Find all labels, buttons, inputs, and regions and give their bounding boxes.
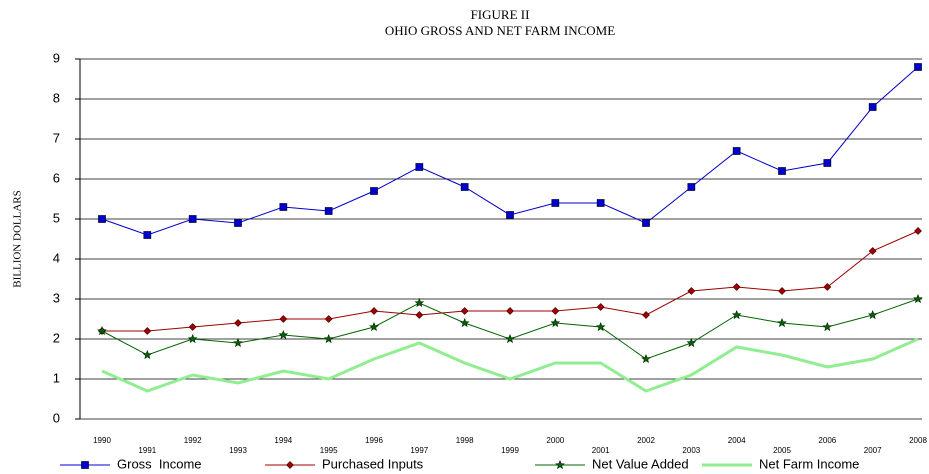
y-axis-label: BILLION DOLLARS <box>12 190 24 287</box>
y-tick-label: 6 <box>53 170 60 185</box>
marker <box>324 207 333 215</box>
y-tick-label: 1 <box>53 370 60 385</box>
legend-label: Net Value Added <box>592 456 689 471</box>
marker <box>596 303 605 311</box>
marker <box>506 211 514 219</box>
marker <box>731 309 742 320</box>
marker <box>415 163 424 171</box>
marker <box>913 294 923 304</box>
marker <box>234 319 242 327</box>
y-tick-label: 3 <box>53 290 60 305</box>
marker <box>778 287 786 295</box>
marker <box>98 215 106 223</box>
chart-title: FIGURE II <box>471 7 530 22</box>
x-tick-label: 2003 <box>682 446 700 455</box>
marker <box>279 203 288 211</box>
x-tick-label: 2006 <box>818 436 836 445</box>
marker <box>278 329 289 340</box>
x-tick-label: 1991 <box>138 446 156 455</box>
marker <box>732 147 741 155</box>
x-tick-label: 1995 <box>320 446 338 455</box>
marker <box>187 333 198 344</box>
marker <box>595 321 606 332</box>
marker <box>868 103 877 111</box>
series-line <box>101 66 919 236</box>
x-tick-label: 2001 <box>592 446 610 455</box>
marker <box>143 231 152 239</box>
legend-marker <box>81 461 89 469</box>
marker <box>778 167 786 175</box>
marker <box>687 287 696 295</box>
x-tick-label: 2007 <box>864 446 882 455</box>
chart-subtitle: OHIO GROSS AND NET FARM INCOME <box>385 23 615 38</box>
y-tick-label: 8 <box>53 90 60 105</box>
marker <box>642 219 650 227</box>
marker <box>459 317 470 328</box>
marker <box>822 321 833 332</box>
x-tick-label: 2002 <box>637 436 655 445</box>
marker <box>914 63 922 71</box>
y-tick-label: 5 <box>53 210 60 225</box>
x-tick-label: 1997 <box>410 446 428 455</box>
marker <box>143 327 152 335</box>
marker <box>505 334 515 344</box>
x-tick-label: 1999 <box>501 446 519 455</box>
marker <box>732 283 741 291</box>
series-line <box>101 337 919 393</box>
x-tick-label: 2004 <box>728 436 746 445</box>
x-tick-label: 2005 <box>773 446 791 455</box>
y-tick-label: 2 <box>53 330 60 345</box>
y-tick-label: 9 <box>53 50 60 65</box>
marker <box>370 307 378 315</box>
x-tick-label: 1998 <box>456 436 474 445</box>
marker <box>550 317 561 328</box>
marker <box>97 326 107 336</box>
x-tick-label: 1996 <box>365 436 383 445</box>
marker <box>823 283 832 291</box>
legend-label: Gross Income <box>117 456 202 471</box>
marker <box>777 318 787 328</box>
marker <box>460 183 469 191</box>
marker <box>324 315 333 323</box>
marker <box>142 349 153 360</box>
marker <box>641 354 651 364</box>
marker <box>551 307 560 315</box>
legend-marker <box>555 460 565 470</box>
marker <box>188 323 197 331</box>
legend-label: Purchased Inputs <box>322 456 424 471</box>
x-tick-label: 1992 <box>184 436 202 445</box>
marker <box>370 187 378 195</box>
x-tick-label: 1994 <box>274 436 292 445</box>
marker <box>233 338 243 348</box>
y-tick-label: 4 <box>53 250 60 265</box>
marker <box>460 307 469 315</box>
marker <box>914 227 922 235</box>
marker <box>867 309 878 320</box>
marker <box>323 333 334 344</box>
marker <box>506 307 514 315</box>
marker <box>415 311 424 319</box>
y-tick-label: 0 <box>53 410 60 425</box>
x-tick-label: 1993 <box>229 446 247 455</box>
marker <box>823 159 832 167</box>
marker <box>188 215 197 223</box>
marker <box>279 315 288 323</box>
marker <box>551 199 560 207</box>
y-tick-label: 7 <box>53 130 60 145</box>
marker <box>868 247 877 255</box>
marker <box>369 322 379 332</box>
marker <box>596 199 605 207</box>
marker <box>686 337 697 348</box>
marker <box>642 311 650 319</box>
marker <box>234 219 242 227</box>
marker <box>414 297 425 308</box>
x-tick-label: 2000 <box>546 436 564 445</box>
legend-label: Net Farm Income <box>759 456 859 471</box>
x-tick-label: 1990 <box>93 436 111 445</box>
marker <box>687 183 696 191</box>
legend-marker <box>286 461 294 469</box>
x-tick-label: 2008 <box>909 436 927 445</box>
series-line <box>102 230 919 332</box>
